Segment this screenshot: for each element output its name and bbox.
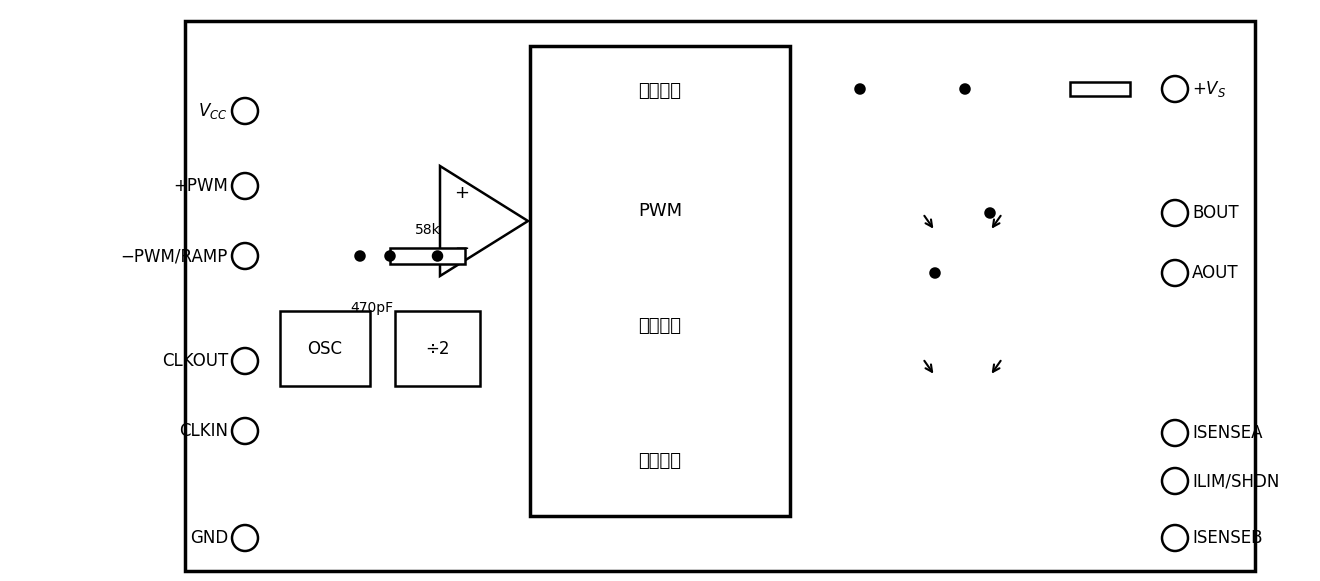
Circle shape [232,98,257,124]
Text: 4: 4 [242,249,249,263]
Text: ÷2: ÷2 [425,339,450,357]
Text: CLKIN: CLKIN [180,422,228,440]
Circle shape [355,252,364,260]
Text: ISENSEA: ISENSEA [1192,424,1262,442]
Text: PWM: PWM [638,202,682,220]
Text: AOUT: AOUT [1192,264,1238,282]
Text: 输出驱动: 输出驱动 [639,317,681,335]
Text: 5: 5 [242,532,249,544]
Text: 470pF: 470pF [350,301,393,315]
Text: GND: GND [190,529,228,547]
Circle shape [232,348,257,374]
Circle shape [1162,200,1188,226]
Bar [280,311,370,386]
Bar [389,248,465,264]
Circle shape [232,418,257,444]
Text: 11: 11 [1167,267,1183,279]
Text: 10: 10 [238,105,253,117]
Text: 58k: 58k [414,223,441,237]
Text: BOUT: BOUT [1192,204,1238,222]
Text: 6: 6 [1171,475,1179,487]
Bar [531,46,789,516]
Text: +: + [454,184,470,202]
Circle shape [931,268,940,278]
Text: 2: 2 [242,354,249,368]
Circle shape [1162,525,1188,551]
Circle shape [385,252,395,260]
Bar [395,311,480,386]
Circle shape [232,243,257,269]
Text: ISENSEB: ISENSEB [1192,529,1262,547]
Polygon shape [440,166,528,276]
Text: ILIM/SHDN: ILIM/SHDN [1192,472,1279,490]
Text: CLKOUT: CLKOUT [162,352,228,370]
Text: −: − [454,240,470,258]
Text: 9: 9 [1171,83,1179,95]
Circle shape [232,173,257,199]
Circle shape [855,84,865,94]
Bar [185,21,1255,571]
Circle shape [1162,420,1188,446]
Bar [1071,82,1130,96]
Circle shape [232,525,257,551]
Text: 电流限制: 电流限制 [639,82,681,100]
Text: 关断控制: 关断控制 [639,452,681,470]
Text: 8: 8 [1171,206,1179,220]
Text: 7: 7 [1171,532,1179,544]
Text: 12: 12 [1167,426,1183,439]
Text: +PWM: +PWM [173,177,228,195]
Text: $+V_S$: $+V_S$ [1192,79,1226,99]
Circle shape [433,252,442,260]
Text: −PWM/RAMP: −PWM/RAMP [120,247,228,265]
Circle shape [1162,468,1188,494]
Circle shape [961,84,969,94]
Text: 1: 1 [242,425,249,437]
Text: $V_{CC}$: $V_{CC}$ [198,101,228,121]
Text: 3: 3 [242,180,249,192]
Circle shape [986,209,994,217]
Circle shape [1162,76,1188,102]
Circle shape [1162,260,1188,286]
Text: OSC: OSC [308,339,342,357]
